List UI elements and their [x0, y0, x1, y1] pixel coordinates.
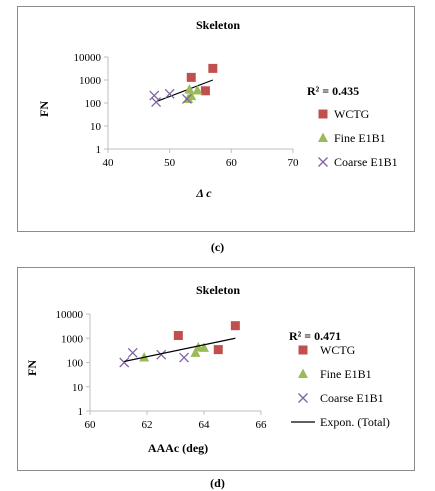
chart-c-point-fine-e1b1: [184, 84, 195, 94]
chart-d-x-tick-label: 64: [199, 419, 211, 431]
chart-c-x-tick-label: 50: [164, 157, 176, 169]
chart-c-x-tick-label: 60: [226, 157, 238, 169]
chart-d-point-wctg: [230, 321, 240, 331]
chart-d-legend-label: Expon. (Total): [320, 415, 390, 429]
chart-c-point-wctg: [200, 86, 210, 96]
chart-d-point-fine-e1b1: [190, 347, 201, 357]
chart-c-point-coarse-e1b1: [149, 90, 160, 101]
chart-d-trendline: [124, 337, 236, 363]
chart-d-y-tick-label: 1: [78, 406, 84, 418]
chart-c-r-squared: R² = 0.435: [307, 84, 359, 98]
chart-d-legend-marker: [298, 345, 308, 355]
chart-d-point-wctg: [173, 330, 183, 340]
chart-d-x-axis-label: AAAc (deg): [148, 441, 208, 455]
chart-d-y-tick-label: 10000: [56, 309, 84, 321]
caption-d: (d): [210, 476, 225, 490]
chart-c-legend-marker: [318, 109, 328, 119]
chart-d-y-axis-label: FN: [25, 360, 39, 376]
chart-c-x-axis-label: Δ c: [195, 186, 212, 200]
chart-d-r-squared: R² = 0.471: [289, 329, 341, 343]
chart-d-point-wctg: [213, 345, 223, 355]
chart-d-x-tick-label: 66: [256, 419, 268, 431]
chart-d-legend-marker: [298, 368, 308, 378]
chart-c-y-axis-label: FN: [37, 101, 51, 117]
chart-c-legend-label: Coarse E1B1: [334, 155, 398, 169]
chart-c-y-tick-label: 1: [96, 144, 102, 156]
chart-c-y-tick-label: 10: [90, 121, 102, 133]
chart-c-point-wctg: [186, 72, 196, 82]
caption-c: (c): [210, 240, 225, 254]
chart-d-point-fine-e1b1: [199, 342, 209, 352]
chart-c-legend-marker: [318, 132, 328, 142]
chart-c-y-tick-label: 100: [85, 98, 102, 110]
chart-c-x-tick-label: 40: [103, 157, 115, 169]
chart-d-y-tick-label: 1000: [61, 333, 84, 345]
chart-c-title: Skeleton: [196, 18, 240, 32]
chart-d-svg: Skeleton 1 10 100 1000 10000 60 62 64 66 AAAc (deg…: [25, 283, 390, 455]
chart-c-point-fine-e1b1: [192, 84, 203, 95]
chart-d-x-tick-label: 60: [85, 419, 97, 431]
chart-d-legend-label: Coarse E1B1: [320, 391, 384, 405]
chart-d-point-coarse-e1b1: [156, 349, 167, 360]
chart-d-y-tick-label: 10: [72, 382, 84, 394]
chart-c-point-coarse-e1b1: [151, 97, 162, 108]
chart-d-point-coarse-e1b1: [127, 347, 138, 358]
chart-d-point-coarse-e1b1: [119, 357, 130, 368]
chart-d-point-coarse-e1b1: [179, 352, 190, 363]
chart-c-y-tick-label: 10000: [74, 52, 102, 64]
chart-c-x-tick-label: 70: [288, 157, 300, 169]
chart-panel-c: Skeleton 1 10 100 1000 10000 40 50 60 70 Δ c FN R² =…: [17, 6, 415, 232]
chart-d-title: Skeleton: [196, 283, 240, 297]
chart-c-legend-label: Fine E1B1: [334, 131, 386, 145]
chart-d-x-tick-label: 62: [142, 419, 153, 431]
chart-c-point-coarse-e1b1: [164, 88, 175, 99]
chart-d-legend-marker: [298, 393, 308, 403]
chart-d-legend-label: Fine E1B1: [320, 367, 372, 381]
chart-c-point-wctg: [208, 63, 218, 73]
chart-panel-d: Skeleton 1 10 100 1000 10000 60 62 64 66 AAAc (deg…: [17, 267, 415, 471]
chart-d-legend-label: WCTG: [320, 343, 356, 357]
chart-c-point-coarse-e1b1: [181, 93, 192, 104]
chart-d-y-tick-label: 100: [67, 358, 84, 370]
chart-c-y-tick-label: 1000: [79, 75, 102, 87]
chart-c-legend-marker: [318, 157, 328, 167]
chart-c-svg: Skeleton 1 10 100 1000 10000 40 50 60 70 Δ c FN R² =…: [37, 18, 398, 200]
chart-c-legend-label: WCTG: [334, 107, 370, 121]
